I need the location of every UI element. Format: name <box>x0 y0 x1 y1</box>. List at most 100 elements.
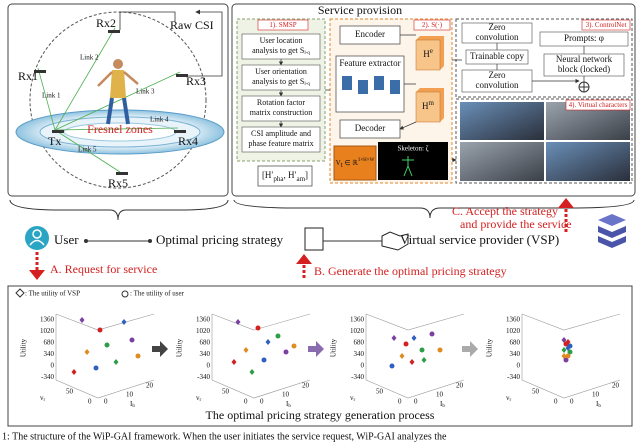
vsp-point <box>411 335 417 341</box>
zero-conv-label: Zero <box>489 22 506 32</box>
antennas <box>34 30 188 175</box>
y-tick-label: 340 <box>200 350 211 358</box>
user-point <box>567 343 573 349</box>
text: I <box>130 400 133 408</box>
text: v <box>40 394 44 402</box>
step-text: matrix construction <box>250 108 312 117</box>
hm-label: Hm <box>422 99 435 111</box>
label-box <box>565 99 631 111</box>
x-tick-label: 0 <box>244 398 248 406</box>
user-point <box>97 327 103 333</box>
y-tick-label: 1360 <box>350 316 365 324</box>
z-axis-label: Ib <box>596 400 601 410</box>
y-tick-label: 1020 <box>196 327 211 335</box>
z-axis-label: Ib <box>286 400 291 410</box>
range-circle <box>29 11 207 189</box>
vsp-point <box>561 347 567 353</box>
text: I <box>440 400 443 408</box>
vsp-point <box>249 369 255 375</box>
text: am <box>296 175 305 183</box>
rx-label: Rx4 <box>178 134 198 148</box>
y-tick-label: 1360 <box>40 316 55 324</box>
x-tick-label: 50 <box>376 388 384 396</box>
arrows <box>400 34 417 129</box>
text: ] <box>305 170 308 180</box>
user-point <box>261 357 267 363</box>
text: Rotation factor <box>257 98 306 107</box>
text: pha <box>273 175 284 183</box>
text: r <box>200 398 202 403</box>
text: r <box>510 398 512 403</box>
prompts-label: Prompts: φ <box>564 33 604 43</box>
user-point <box>563 357 569 363</box>
plot-frame <box>365 313 465 399</box>
character-image <box>460 102 544 140</box>
character-image <box>546 142 630 181</box>
z-tick-label: 0 <box>104 398 108 406</box>
caption: 1: The structure of the WiP-GAI framewor… <box>2 431 447 442</box>
step-text: analysis to get Sl-q <box>252 46 310 56</box>
process-panel: : The utility of VSP : The utility of us… <box>7 285 633 427</box>
z-axis-label: Ib <box>440 400 445 410</box>
hm-cube <box>415 88 444 123</box>
x-tick-label: 0 <box>554 398 558 406</box>
controlnet-label: 3). ControlNet <box>586 21 627 29</box>
panel-border <box>7 285 633 427</box>
step-b: B. Generate the optimal pricing strategy <box>314 264 507 278</box>
user-point <box>135 353 141 359</box>
user-point <box>567 349 573 355</box>
step-box <box>241 95 321 122</box>
y-axis-label: Utility <box>20 338 28 357</box>
user-point <box>429 331 435 337</box>
text: , H′ <box>284 170 297 180</box>
text: 3×H×W <box>358 158 375 163</box>
x-axis-label: vr <box>350 394 356 404</box>
text: l-q <box>304 51 310 56</box>
vsp-point <box>565 339 571 345</box>
y-tick-label: 0 <box>517 362 521 370</box>
fresnel-label: Fresnel zones <box>87 122 153 136</box>
y-tick-label: 340 <box>44 350 55 358</box>
extractor-layers <box>342 76 400 94</box>
rx-label: Rx5 <box>108 176 128 190</box>
user-point <box>389 363 395 369</box>
text: b <box>598 404 601 409</box>
y-tick-label: 0 <box>51 362 55 370</box>
sum-node <box>579 82 589 92</box>
user-point <box>419 347 425 353</box>
vsp-label: Virtual service provider (VSP) <box>400 232 559 247</box>
text: t <box>341 161 343 169</box>
smsp-label: 1). SMSP <box>269 21 296 29</box>
arrows <box>496 43 585 82</box>
text: [H′ <box>262 170 273 180</box>
text: H <box>422 101 429 111</box>
zero-conv-label: convolution <box>476 80 519 90</box>
y-tick-label: 1020 <box>506 327 521 335</box>
text: matrix construction <box>250 108 312 117</box>
handshake-icon <box>381 231 409 251</box>
text: I <box>286 400 289 408</box>
skeleton <box>402 156 414 177</box>
process-title: The optimal pricing strategy generation … <box>206 408 435 422</box>
vsp-point <box>71 369 77 375</box>
z-tick-label: 10 <box>282 391 290 399</box>
user-label: User <box>54 232 79 247</box>
text: m <box>429 99 435 107</box>
x-tick-label: 50 <box>66 388 74 396</box>
text: V <box>336 159 341 167</box>
vsp-point <box>79 317 85 323</box>
vsp-point <box>265 339 271 345</box>
arrows <box>325 59 462 160</box>
y-tick-label: 680 <box>354 339 365 347</box>
label-box <box>581 19 631 31</box>
z-tick-label: 20 <box>612 382 620 390</box>
z-tick-label: 20 <box>146 382 154 390</box>
nn-label: block (locked) <box>558 64 610 74</box>
user-point <box>255 325 261 331</box>
brace <box>233 199 635 219</box>
